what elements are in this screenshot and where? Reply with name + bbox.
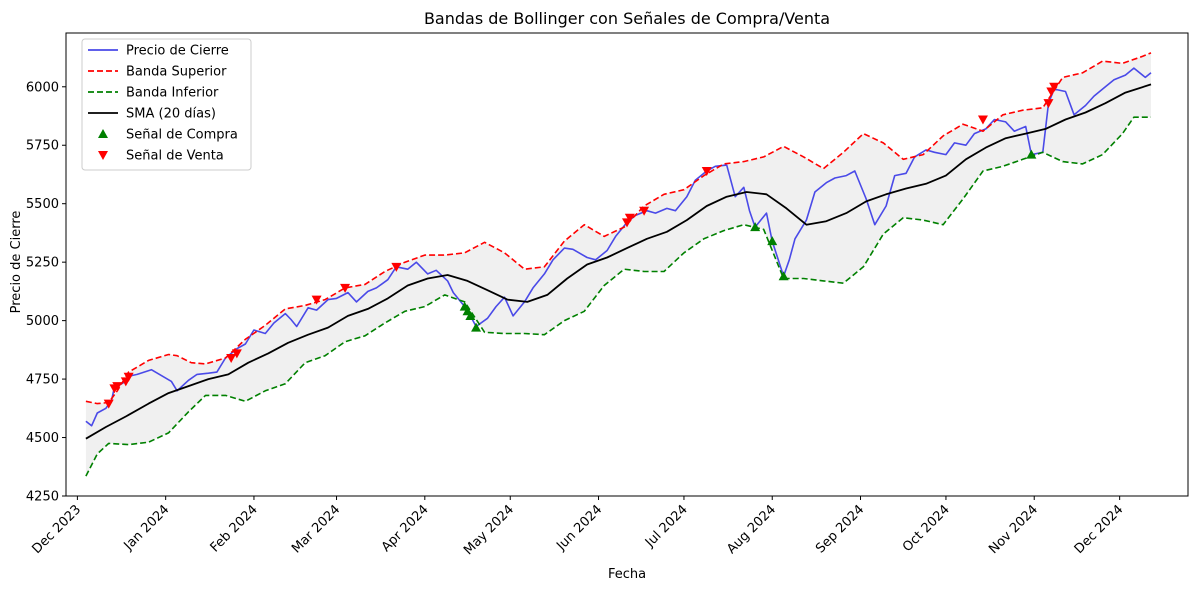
y-tick-label: 5750 [26, 139, 59, 154]
buy-signal-marker [767, 236, 778, 246]
sell-signal-marker [231, 349, 242, 359]
sell-signal-marker [311, 295, 322, 305]
y-tick-label: 4750 [26, 373, 59, 388]
legend-label-sma-20-dias: SMA (20 días) [126, 107, 216, 122]
series-line-precio-de-cierre [85, 67, 1152, 427]
x-tick-label: Nov 2024 [986, 502, 1041, 557]
y-tick-label: 4500 [26, 431, 59, 446]
sell-signal-marker [103, 399, 114, 409]
legend: Precio de Cierre Banda Superior Banda Infe… [81, 38, 252, 171]
legend-label-banda-superior: Banda Superior [126, 65, 227, 80]
buy-signal-marker [471, 322, 482, 332]
legend-box [81, 38, 252, 171]
x-axis-label: Fecha [608, 567, 646, 582]
y-tick-label: 5000 [26, 314, 59, 329]
sell-signal-marker [123, 372, 134, 382]
sell-signal-marker [701, 166, 712, 176]
series-line-banda-inferior [85, 116, 1151, 477]
series-line-banda-superior [85, 52, 1152, 405]
buy-signal-marker [750, 222, 761, 232]
sell-signal-marker [639, 206, 650, 216]
y-tick-label: 6000 [26, 80, 59, 95]
buy-signal-marker [465, 310, 476, 320]
y-tick-label: 5250 [26, 256, 59, 271]
y-axis-label: Precio de Cierre [9, 211, 24, 314]
x-tick-label: Dec 2023 [30, 502, 85, 557]
x-tick-label: Apr 2024 [379, 502, 432, 555]
plot-area [85, 52, 1152, 477]
sell-signal-marker [1049, 82, 1060, 92]
x-tick-label: Sep 2024 [813, 502, 867, 556]
x-tick-label: Jun 2024 [553, 502, 605, 554]
y-tick-label: 5500 [26, 197, 59, 212]
legend-label-precio-de-cierre: Precio de Cierre [126, 44, 229, 59]
buy-signal-marker [778, 271, 789, 281]
legend-label-senal-de-venta: Señal de Venta [126, 149, 224, 164]
sell-signal-marker [112, 382, 123, 392]
band-fill-area [85, 52, 1151, 477]
sell-signal-marker [977, 115, 988, 125]
x-tick-label: Jul 2024 [642, 502, 691, 551]
buy-signal-marker [1026, 149, 1037, 159]
x-tick-label: Oct 2024 [900, 502, 953, 555]
x-tick-label: Mar 2024 [289, 502, 343, 556]
x-tick-label: Dec 2024 [1072, 502, 1127, 557]
x-tick-label: May 2024 [461, 502, 517, 558]
sell-signal-marker [226, 354, 237, 364]
y-tick-label: 4250 [26, 490, 59, 505]
x-tick-label: Feb 2024 [208, 502, 261, 555]
sell-signal-marker [340, 283, 351, 293]
x-tick-label: Jan 2024 [121, 502, 173, 554]
legend-swatch-senal-de-compra [98, 129, 108, 138]
plot-frame [65, 32, 1189, 497]
legend-label-senal-de-compra: Señal de Compra [126, 128, 238, 143]
legend-swatch-senal-de-venta [98, 151, 108, 160]
x-tick-label: Aug 2024 [724, 502, 779, 557]
sell-signal-marker [391, 262, 402, 272]
chart-title: Bandas de Bollinger con Señales de Compr… [424, 9, 830, 28]
legend-label-banda-inferior: Banda Inferior [126, 86, 219, 101]
sell-signal-marker [624, 213, 635, 223]
series-line-sma-20-dias [85, 83, 1152, 440]
sell-signal-marker [1043, 99, 1054, 109]
